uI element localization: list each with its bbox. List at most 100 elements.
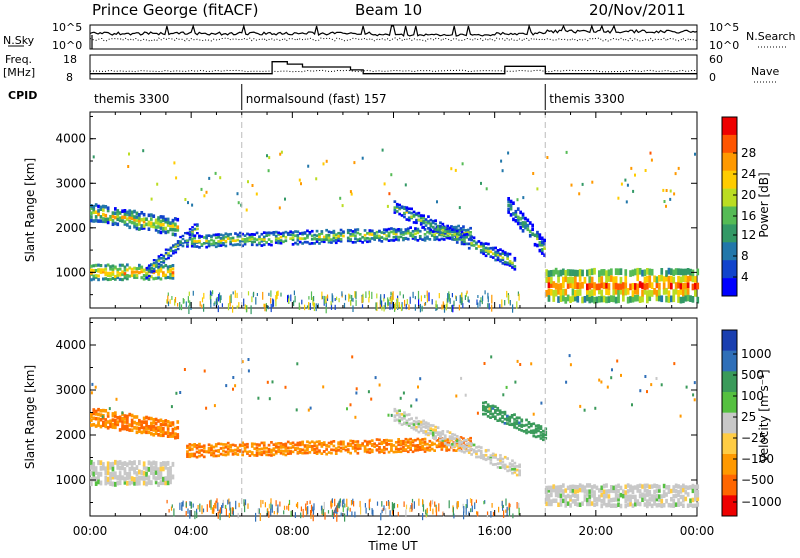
heatmap-cell (455, 444, 459, 447)
heatmap-cell (174, 222, 177, 227)
heatmap-cell (402, 237, 405, 240)
heatmap-cell (424, 421, 428, 424)
heatmap-cell (111, 276, 115, 280)
noise-cell (476, 511, 478, 515)
heatmap-cell (641, 282, 644, 290)
heatmap-cell (586, 489, 589, 494)
heatmap-cell (496, 419, 500, 422)
heatmap-cell (453, 228, 457, 232)
noise-cell (394, 304, 396, 312)
noise-cell (234, 290, 236, 298)
heatmap-cell (501, 416, 504, 419)
heatmap-cell (164, 226, 168, 231)
colorbar-tick-label: −100 (741, 452, 774, 466)
noise-cell (421, 305, 423, 312)
heatmap-cell (421, 446, 424, 450)
heatmap-cell (610, 275, 613, 282)
heatmap-cell (446, 230, 449, 233)
heatmap-cell (638, 501, 642, 507)
heatmap-cell (308, 232, 312, 236)
heatmap-cell (274, 442, 278, 446)
noise-cell (412, 291, 414, 299)
heatmap-cell (334, 241, 338, 245)
heatmap-cell (243, 234, 247, 237)
heatmap-cell (624, 276, 628, 283)
heatmap-cell (159, 230, 163, 235)
heatmap-cell (605, 288, 608, 295)
heatmap-cell (171, 461, 175, 467)
heatmap-cell (537, 429, 540, 433)
heatmap-cell (349, 443, 352, 446)
heatmap-cell (265, 231, 268, 235)
heatmap-cell (217, 454, 220, 458)
heatmap-cell (152, 471, 156, 477)
noise-cell (167, 292, 169, 297)
heatmap-cell (222, 453, 225, 457)
noise-cell (468, 299, 470, 303)
heatmap-cell (453, 233, 457, 236)
heatmap-cell (398, 413, 401, 416)
heatmap-cell (578, 289, 582, 296)
heatmap-cell (375, 444, 379, 447)
heatmap-cell (422, 221, 425, 225)
colorbar-swatch (722, 224, 737, 243)
scatter-cell (578, 192, 581, 196)
heatmap-cell (207, 242, 211, 246)
heatmap-cell (250, 452, 254, 456)
heatmap-cell (513, 465, 517, 468)
heatmap-cell (190, 242, 194, 245)
heatmap-cell (411, 233, 415, 237)
heatmap-cell (426, 235, 429, 239)
scatter-cell (355, 387, 358, 391)
heatmap-cell (92, 204, 96, 209)
heatmap-cell (513, 259, 517, 262)
heatmap-cell (424, 426, 428, 429)
heatmap-cell (402, 439, 405, 443)
heatmap-cell (193, 227, 197, 231)
heatmap-cell (643, 493, 647, 498)
heatmap-cell (248, 454, 252, 457)
heatmap-cell (169, 466, 172, 471)
noise-cell (170, 506, 173, 511)
heatmap-cell (118, 267, 122, 271)
heatmap-cell (380, 440, 384, 444)
noise-cell (484, 500, 486, 504)
heatmap-cell (320, 232, 324, 235)
heatmap-cell (660, 503, 664, 509)
heatmap-cell (518, 471, 521, 475)
heatmap-cell (291, 441, 295, 445)
heatmap-cell (550, 499, 553, 504)
heatmap-cell (267, 443, 271, 447)
noise-cell (243, 499, 245, 507)
heatmap-cell (583, 485, 587, 490)
scatter-cell (341, 204, 344, 208)
heatmap-cell (453, 437, 457, 440)
heatmap-cell (157, 265, 161, 268)
heatmap-cell (508, 417, 512, 421)
heatmap-cell (188, 237, 192, 241)
heatmap-cell (207, 234, 211, 237)
heatmap-cell (224, 445, 228, 449)
heatmap-cell (99, 215, 103, 219)
heatmap-cell (342, 446, 345, 450)
heatmap-cell (494, 258, 497, 262)
scatter-cell (187, 201, 189, 205)
heatmap-cell (619, 287, 623, 295)
heatmap-cell (543, 253, 546, 257)
heatmap-cell (142, 277, 146, 281)
heatmap-cell (277, 237, 280, 240)
heatmap-cell (330, 448, 333, 452)
heatmap-cell (133, 224, 136, 229)
heatmap-cell (255, 451, 259, 455)
heatmap-cell (624, 498, 628, 504)
heatmap-cell (130, 220, 134, 225)
heatmap-cell (174, 232, 177, 237)
heatmap-cell (159, 466, 163, 472)
heatmap-cell (303, 451, 307, 455)
noise-cell (430, 500, 432, 507)
heatmap-cell (658, 488, 661, 493)
heatmap-cell (407, 413, 411, 416)
noise-cell (462, 503, 464, 509)
y-tick-label: 2000 (55, 221, 86, 235)
heatmap-cell (427, 220, 430, 223)
